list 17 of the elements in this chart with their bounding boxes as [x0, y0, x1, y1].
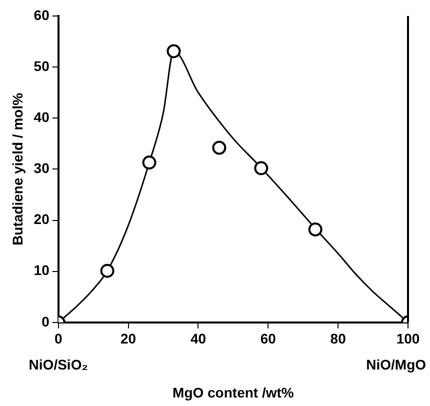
text: NiO/MgO — [366, 356, 426, 372]
y-tick-label: 40 — [34, 108, 50, 125]
y-axis-title: Butadiene yield / mol% — [9, 92, 26, 246]
x-tick-label: 0 — [54, 330, 62, 347]
y-tick-label: 60 — [34, 6, 50, 23]
x-axis-title: MgO content /wt% — [172, 384, 294, 400]
x-tick-label: 60 — [260, 330, 276, 347]
y-tick-label: 20 — [34, 211, 50, 228]
x-tick-label: 100 — [396, 330, 420, 347]
x-tick-label: 20 — [120, 330, 136, 347]
x-tick-label: 80 — [330, 330, 346, 347]
x-tick-label: 40 — [190, 330, 206, 347]
text: NiO/SiO₂ — [28, 356, 88, 372]
y-tick-label: 50 — [34, 58, 50, 74]
y-tick-label: 10 — [34, 262, 50, 278]
y-tick-label: 30 — [34, 160, 50, 176]
y-tick-label: 0 — [42, 313, 50, 330]
